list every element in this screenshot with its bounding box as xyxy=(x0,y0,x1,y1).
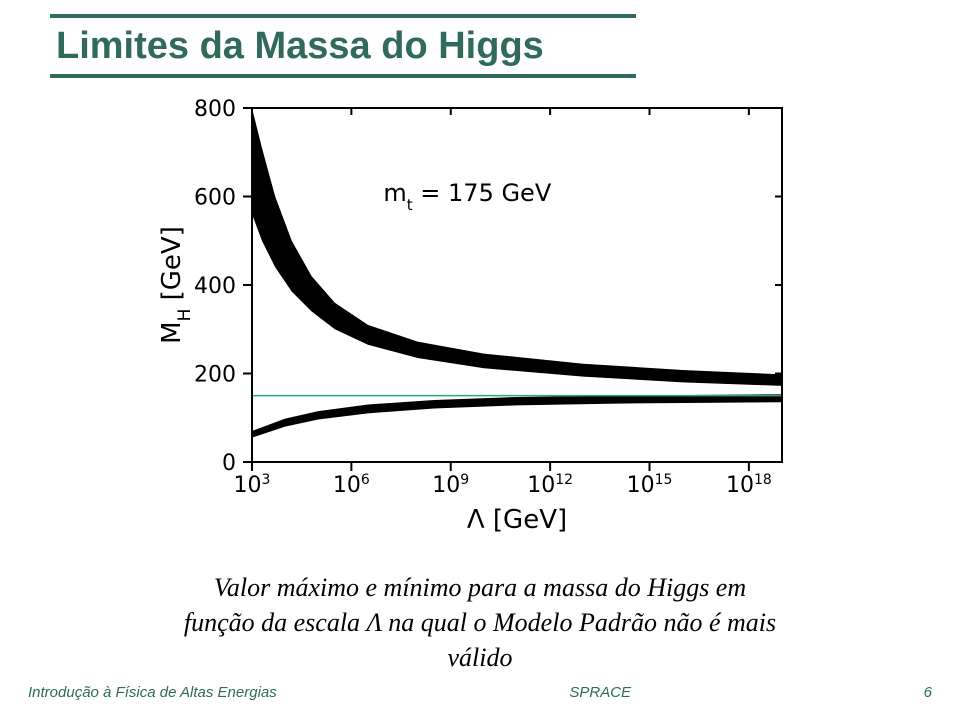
footer-left: Introdução à Física de Altas Energias xyxy=(28,684,277,701)
footer-center: SPRACE xyxy=(569,684,631,701)
x-tick-label: 103 xyxy=(234,472,271,498)
x-axis-label: Λ [GeV] xyxy=(467,505,567,535)
caption-line-1: Valor máximo e mínimo para a massa do Hi… xyxy=(214,573,746,602)
lower-bound-band xyxy=(252,394,782,437)
plot-frame xyxy=(252,108,782,462)
x-tick-label: 1015 xyxy=(627,472,673,498)
y-tick-label: 400 xyxy=(194,274,236,299)
footer-page-number: 6 xyxy=(924,684,932,701)
y-tick-label: 600 xyxy=(194,186,236,211)
caption-line-3: válido xyxy=(448,643,513,672)
y-tick-label: 200 xyxy=(194,363,236,388)
y-axis-label: MH [GeV] xyxy=(157,226,195,344)
y-tick-label: 800 xyxy=(194,97,236,122)
x-tick-label: 1012 xyxy=(527,472,573,498)
x-tick-label: 1018 xyxy=(726,472,772,498)
page-title: Limites da Massa do Higgs xyxy=(56,25,544,68)
caption-line-2: função da escala Λ na qual o Modelo Padr… xyxy=(184,608,776,637)
higgs-mass-chart: 0200400600800103106109101210151018MH [Ge… xyxy=(142,96,822,552)
slide-footer: Introdução à Física de Altas Energias SP… xyxy=(0,684,960,701)
upper-bound-band xyxy=(252,108,782,386)
chart-caption: Valor máximo e mínimo para a massa do Hi… xyxy=(0,570,960,675)
x-tick-label: 106 xyxy=(333,472,370,498)
mt-annotation: mt = 175 GeV xyxy=(383,179,551,214)
x-tick-label: 109 xyxy=(432,472,469,498)
title-bar: Limites da Massa do Higgs xyxy=(50,14,636,78)
